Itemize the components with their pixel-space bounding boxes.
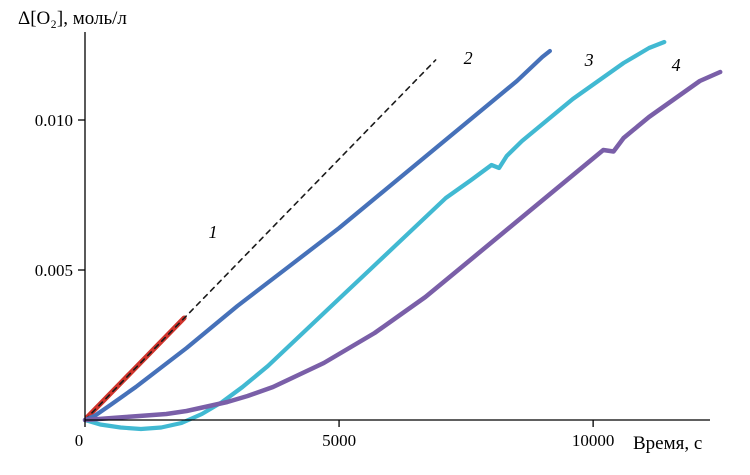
series-curve-2-blue — [82, 48, 553, 423]
y-tick-label: 0.005 — [35, 261, 73, 280]
x-tick-label: 10000 — [572, 431, 615, 450]
y-tick-label: 0.010 — [35, 111, 73, 130]
curve-label-3: 3 — [584, 50, 594, 70]
x-tick-label: 5000 — [322, 431, 356, 450]
series-curve-4-purple — [82, 69, 723, 423]
y-axis-title: Δ[O₂], моль/л — [18, 8, 127, 29]
curve-label-4: 4 — [672, 55, 681, 75]
x-axis-title: Время, с — [633, 433, 702, 454]
series-layer — [82, 39, 723, 432]
curve-label-2: 2 — [464, 48, 473, 68]
series-curve-1-dashed — [84, 59, 437, 421]
axis-layer: 0 5000 10000 0.005 0.010 1 2 3 4 — [35, 32, 710, 450]
x-tick-label: 0 — [75, 431, 84, 450]
series-curve-3-cyan — [82, 39, 667, 432]
curve-label-1: 1 — [209, 222, 218, 242]
